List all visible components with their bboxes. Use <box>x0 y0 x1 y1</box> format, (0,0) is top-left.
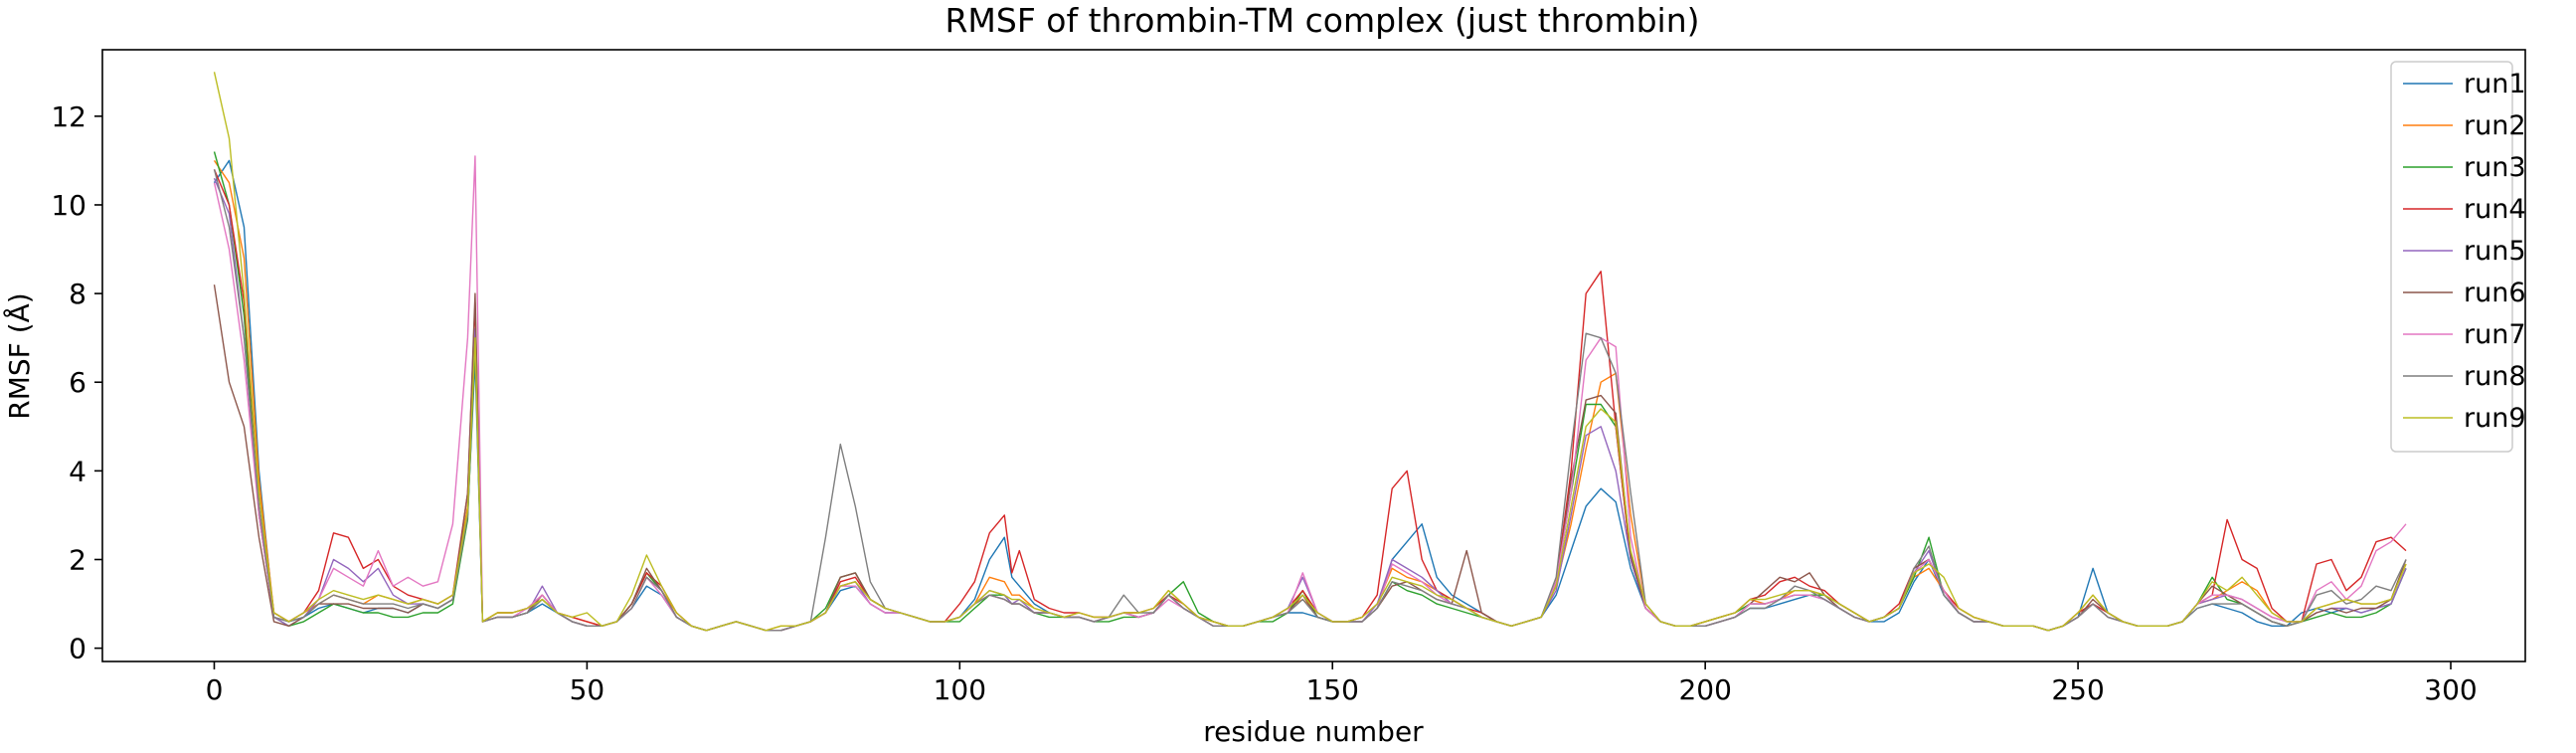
legend-label-run5: run5 <box>2464 236 2526 267</box>
y-tick-label: 6 <box>69 366 86 399</box>
x-tick-label: 250 <box>2051 673 2104 706</box>
series-line-run9 <box>213 72 2407 632</box>
x-axis: 0 50 100 150 200 250 300 <box>206 661 2478 706</box>
legend-box <box>2390 61 2513 453</box>
x-tick-label: 100 <box>934 673 986 706</box>
legend-label-run1: run1 <box>2464 69 2526 99</box>
x-tick-label: 150 <box>1306 673 1359 706</box>
y-tick-label: 10 <box>51 189 86 222</box>
legend-label-run7: run7 <box>2464 319 2526 350</box>
y-tick-label: 12 <box>51 100 86 133</box>
x-tick-label: 50 <box>570 673 605 706</box>
y-tick-label: 8 <box>69 278 86 310</box>
x-tick-label: 200 <box>1678 673 1731 706</box>
x-tick-label: 300 <box>2424 673 2477 706</box>
y-tick-label: 2 <box>69 544 86 577</box>
legend-label-run9: run9 <box>2464 403 2526 434</box>
chart-title: RMSF of thrombin-TM complex (just thromb… <box>945 1 1699 40</box>
y-tick-label: 0 <box>69 633 86 665</box>
legend-label-run2: run2 <box>2464 110 2526 141</box>
y-tick-label: 4 <box>69 455 86 487</box>
y-axis: 0 2 4 6 8 10 12 <box>51 100 102 665</box>
plot-area <box>101 49 2526 662</box>
x-tick-label: 0 <box>206 673 224 706</box>
legend-label-run8: run8 <box>2464 361 2526 392</box>
legend-label-run4: run4 <box>2464 194 2526 225</box>
y-axis-label: RMSF (Å) <box>2 292 36 419</box>
series-layer <box>213 72 2407 632</box>
legend-label-run3: run3 <box>2464 152 2526 183</box>
legend-label-run6: run6 <box>2464 278 2526 308</box>
x-axis-label: residue number <box>1203 715 1424 748</box>
legend: run1 run2 run3 run4 run5 run6 run7 run8 run9 <box>2390 61 2526 453</box>
